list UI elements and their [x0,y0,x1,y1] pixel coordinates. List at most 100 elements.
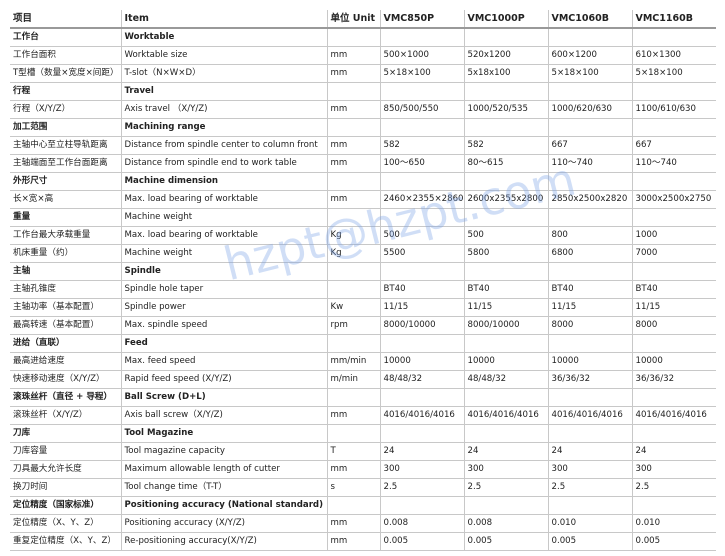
cell: 5800 [463,244,548,263]
spec-table: 项目 Item 单位 Unit VMC850P VMC1000P VMC1060B VMC1… [10,10,716,551]
cell [631,388,716,407]
section-row: 加工范围 Machining range [10,118,716,137]
cell [631,424,716,443]
cell: mm [326,406,380,425]
cell: Positioning accuracy (X/Y/Z) [120,514,327,533]
cell: 80～615 [463,154,548,173]
cell: 36/36/32 [631,370,716,389]
cell: 11/15 [463,298,548,317]
cell: 2850x2500x2820 [547,190,632,209]
cell: 500 [463,226,548,245]
cell: Distance from spindle center to column f… [120,136,327,155]
cell: 24 [463,442,548,461]
cell: 8000 [631,316,716,335]
cell [463,262,548,281]
cell [547,424,632,443]
cell: 主轴孔锥度 [10,280,121,299]
cell: 1000/520/535 [463,100,548,119]
cell: mm [326,190,380,209]
cell: 0.005 [379,532,464,551]
spec-row: 工作台面积 Worktable size mm 500×1000 520x1200 600… [10,46,716,65]
section-row: 行程 Travel [10,82,716,101]
cell: 重量 [10,208,121,227]
cell [379,118,464,137]
cell [379,388,464,407]
cell [379,262,464,281]
spec-row: 最高转速（基本配置） Max. spindle speed rpm 8000/1000… [10,316,716,335]
cell: 24 [631,442,716,461]
cell: BT40 [547,280,632,299]
cell: Worktable size [120,46,327,65]
cell [379,27,464,47]
cell: 0.008 [379,514,464,533]
cell: 5x18x100 [463,64,548,83]
cell: 定位精度（X、Y、Z） [10,514,121,533]
cell: 11/15 [631,298,716,317]
header-row: 项目 Item 单位 Unit VMC850P VMC1000P VMC1060B VMC1… [10,10,716,29]
cell: Maximum allowable length of cutter [120,460,327,479]
cell: 0.005 [547,532,632,551]
cell: Machine weight [120,208,327,227]
cell [326,424,380,443]
cell: 2.5 [379,478,464,497]
cell: mm [326,514,380,533]
cell: 长×宽×高 [10,190,121,209]
cell: Spindle [120,262,327,281]
cell: 2.5 [631,478,716,497]
section-row: 主轴 Spindle [10,262,716,281]
cell: 主轴端面至工作台面距离 [10,154,121,173]
cell: 0.005 [631,532,716,551]
cell [326,27,380,47]
cell: 1000/620/630 [547,100,632,119]
spec-row: 长×宽×高 Max. load bearing of worktable mm 246… [10,190,716,209]
cell: m/min [326,370,380,389]
cell: 刀具最大允许长度 [10,460,121,479]
cell: Positioning accuracy (National standard) [120,496,327,515]
cell: 5×18×100 [631,64,716,83]
cell: 行程 [10,82,121,101]
section-row: 刀库 Tool Magazine [10,424,716,443]
cell: 最高转速（基本配置） [10,316,121,335]
cell: 滚珠丝杆（X/Y/Z） [10,406,121,425]
cell [326,172,380,191]
header-cell: 项目 [10,10,121,29]
section-row: 滚珠丝杆（直径 + 导程） Ball Screw (D+L) [10,388,716,407]
cell [631,82,716,101]
spec-row: 机床重量（约） Machine weight Kg 5500 5800 6800 7000 [10,244,716,263]
cell: 11/15 [547,298,632,317]
section-row: 外形尺寸 Machine dimension [10,172,716,191]
cell: Tool change time（T-T） [120,478,327,497]
cell: 3000x2500x2750 [631,190,716,209]
cell: mm [326,100,380,119]
cell [547,82,632,101]
cell: 11/15 [379,298,464,317]
cell: 换刀时间 [10,478,121,497]
cell: 110～740 [631,154,716,173]
cell: 0.005 [463,532,548,551]
cell: 800 [547,226,632,245]
cell: Tool magazine capacity [120,442,327,461]
cell: 500 [379,226,464,245]
cell [326,388,380,407]
cell: 外形尺寸 [10,172,121,191]
cell: 8000 [547,316,632,335]
header-cell: VMC850P [379,10,464,29]
cell: 滚珠丝杆（直径 + 导程） [10,388,121,407]
cell [379,208,464,227]
section-row: 定位精度（国家标准） Positioning accuracy (National… [10,496,716,515]
cell: 重复定位精度（X、Y、Z） [10,532,121,551]
cell [326,262,380,281]
cell [463,208,548,227]
cell [463,27,548,47]
cell: Axis travel （X/Y/Z) [120,100,327,119]
cell: 8000/10000 [463,316,548,335]
cell: 定位精度（国家标准） [10,496,121,515]
cell: 10000 [379,352,464,371]
cell [631,496,716,515]
cell [547,172,632,191]
cell: 4016/4016/4016 [631,406,716,425]
cell [326,334,380,353]
cell: 0.010 [631,514,716,533]
cell [463,172,548,191]
cell: 24 [547,442,632,461]
